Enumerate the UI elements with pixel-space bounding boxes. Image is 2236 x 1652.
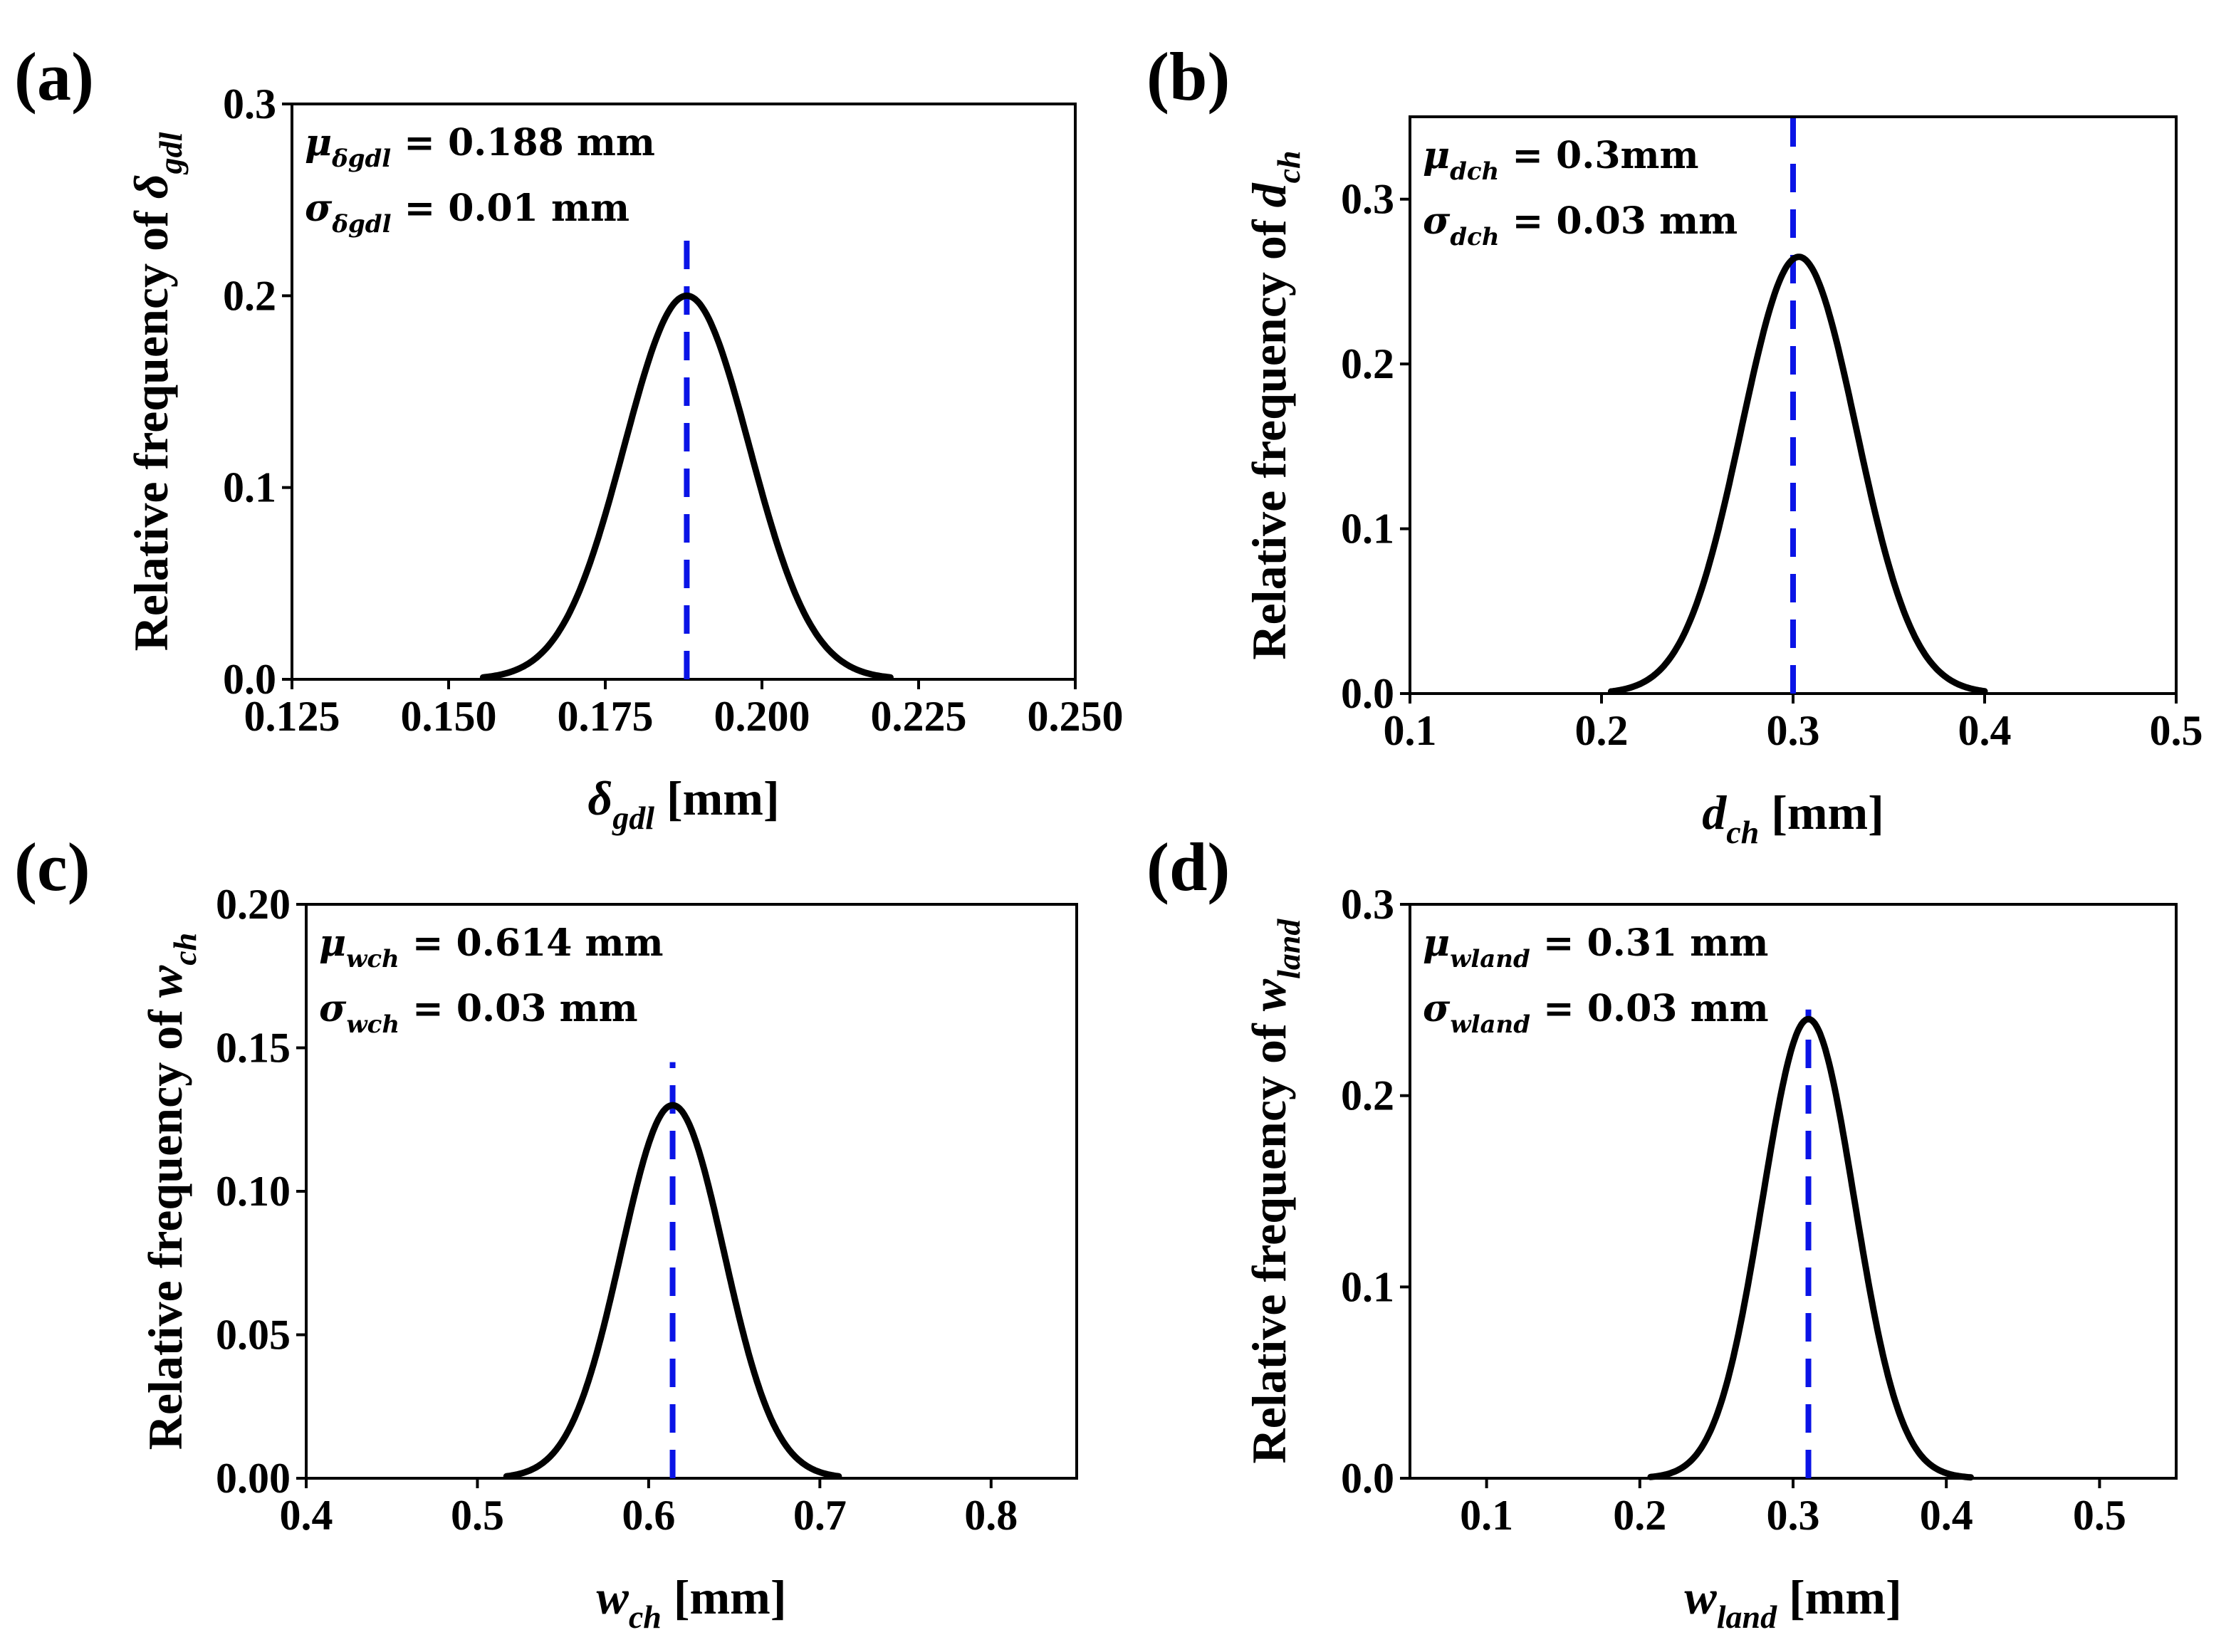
x-tick-label: 0.2 xyxy=(1613,1492,1666,1539)
distribution-curve xyxy=(1607,253,1988,695)
sigma-annotation: σδgdl = 0.01 mm xyxy=(305,187,629,239)
y-tick-label: 0.0 xyxy=(1341,1455,1394,1502)
y-tick-label: 0.2 xyxy=(223,272,276,319)
y-tick-label: 0.3 xyxy=(1341,176,1394,223)
x-tick-label: 0.7 xyxy=(793,1492,847,1539)
sigma-annotation: σwch = 0.03 mm xyxy=(319,987,638,1039)
x-tick-label: 0.3 xyxy=(1767,707,1820,754)
y-tick-label: 0.0 xyxy=(1341,670,1394,717)
panel-a: (a) 0.125 0.150 0.175 0.200 0.225 0.250 0.0 0.1 0… xyxy=(14,38,1124,836)
y-axis-label: Relative frequency of dch xyxy=(1242,150,1307,659)
x-tick-label: 0.5 xyxy=(2150,707,2203,754)
x-tick-label: 0.5 xyxy=(451,1492,504,1539)
y-tick-label: 0.15 xyxy=(216,1025,291,1072)
mean-annotation: μδgdl = 0.188 mm xyxy=(305,121,655,173)
y-tick-label: 0.10 xyxy=(216,1168,291,1215)
y-tick-label: 0.0 xyxy=(223,656,276,703)
x-tick-label: 0.1 xyxy=(1384,707,1437,754)
x-tick-label: 0.6 xyxy=(622,1492,675,1539)
plot-frame xyxy=(1409,903,2178,1480)
x-tick-label: 0.200 xyxy=(714,693,810,740)
y-axis-label: Relative frequency of wland xyxy=(1242,919,1307,1464)
sigma-annotation: σwland = 0.03 mm xyxy=(1423,987,1769,1039)
x-tick-label: 0.1 xyxy=(1460,1492,1513,1539)
x-tick-label: 0.4 xyxy=(280,1492,333,1539)
sigma-annotation: σdch = 0.03 mm xyxy=(1423,199,1738,251)
panel-letter: (a) xyxy=(14,38,94,115)
panel-c: (c) 0.4 0.5 0.6 0.7 0.8 0.00 0.05 0.10 0.15 0.20 wc… xyxy=(14,829,1078,1635)
x-tick-label: 0.175 xyxy=(558,693,654,740)
x-tick-label: 0.225 xyxy=(871,693,967,740)
x-axis-label: dch [mm] xyxy=(1702,785,1884,850)
y-tick-label: 0.20 xyxy=(216,881,291,928)
distribution-curve xyxy=(479,292,894,681)
x-tick-label: 0.5 xyxy=(2073,1492,2126,1539)
y-axis-label: Relative frequency of δgdl xyxy=(124,132,189,651)
x-axis-label: wch [mm] xyxy=(597,1570,787,1635)
plot-frame xyxy=(291,103,1077,681)
y-axis-label: Relative frequency of wch xyxy=(138,933,203,1450)
distribution-curve xyxy=(503,1102,842,1480)
y-tick-label: 0.1 xyxy=(1341,506,1394,553)
panel-d: (d) 0.1 0.2 0.3 0.4 0.5 0.0 0.1 0.2 0.3 wland [mm]… xyxy=(1146,829,2178,1635)
y-tick-label: 0.3 xyxy=(223,80,276,127)
y-tick-label: 0.1 xyxy=(223,464,276,511)
y-tick-label: 0.00 xyxy=(216,1455,291,1502)
mean-annotation: μwch = 0.614 mm xyxy=(319,921,664,973)
panel-letter: (c) xyxy=(14,829,90,905)
y-tick-label: 0.1 xyxy=(1341,1263,1394,1310)
x-tick-label: 0.2 xyxy=(1575,707,1629,754)
panel-letter: (d) xyxy=(1146,829,1230,905)
x-tick-label: 0.4 xyxy=(1920,1492,1973,1539)
y-tick-label: 0.2 xyxy=(1341,340,1394,387)
panel-letter: (b) xyxy=(1146,38,1230,115)
x-tick-label: 0.125 xyxy=(244,693,340,740)
x-tick-label: 0.8 xyxy=(964,1492,1018,1539)
y-tick-label: 0.2 xyxy=(1341,1072,1394,1119)
mean-annotation: μdch = 0.3mm xyxy=(1423,134,1699,186)
x-tick-label: 0.4 xyxy=(1958,707,2012,754)
x-tick-label: 0.250 xyxy=(1028,693,1124,740)
distribution-curve xyxy=(1647,1015,1975,1481)
y-tick-label: 0.05 xyxy=(216,1312,291,1359)
x-axis-label: wland [mm] xyxy=(1684,1570,1901,1635)
x-tick-label: 0.150 xyxy=(401,693,497,740)
x-axis-label: δgdl [mm] xyxy=(587,771,779,836)
y-tick-label: 0.3 xyxy=(1341,881,1394,928)
mean-annotation: μwland = 0.31 mm xyxy=(1423,921,1768,973)
x-tick-label: 0.3 xyxy=(1767,1492,1820,1539)
